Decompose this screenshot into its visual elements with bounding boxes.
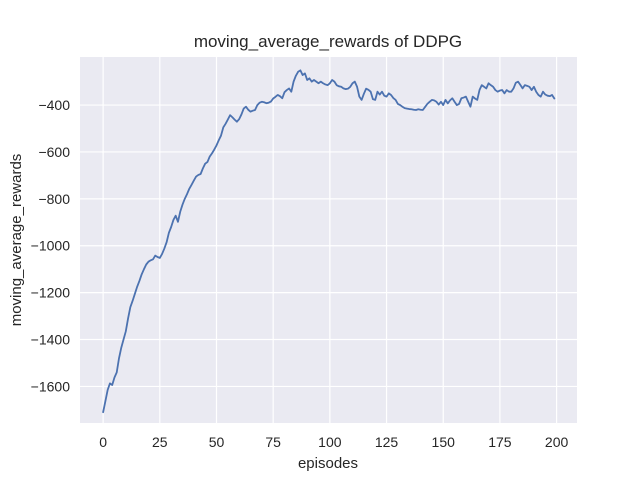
plot-area xyxy=(80,57,577,423)
x-tick-label: 50 xyxy=(209,434,225,450)
x-tick-label: 75 xyxy=(265,434,281,450)
x-tick-label: 175 xyxy=(488,434,512,450)
y-tick-label: −1400 xyxy=(31,332,71,348)
y-tick-label: −1200 xyxy=(31,285,71,301)
y-tick-label: −600 xyxy=(38,144,70,160)
y-tick-label: −1000 xyxy=(31,238,71,254)
y-tick-label: −800 xyxy=(38,191,70,207)
tick-labels: 0 25 50 75 100 125 150 175 200 −400 −600 −800 −1000 −… xyxy=(31,97,569,450)
y-tick-label: −400 xyxy=(38,97,70,113)
y-tick-label: −1600 xyxy=(31,378,71,394)
x-tick-label: 25 xyxy=(152,434,168,450)
chart-title: moving_average_rewards of DDPG xyxy=(194,32,462,51)
reward-line-series xyxy=(102,69,556,414)
x-tick-label: 200 xyxy=(545,434,569,450)
gridlines xyxy=(80,57,577,423)
y-axis-label: moving_average_rewards xyxy=(8,154,25,327)
x-axis-label: episodes xyxy=(298,455,358,472)
x-tick-label: 150 xyxy=(432,434,456,450)
x-tick-label: 125 xyxy=(375,434,399,450)
x-tick-label: 0 xyxy=(99,434,107,450)
x-tick-label: 100 xyxy=(318,434,342,450)
